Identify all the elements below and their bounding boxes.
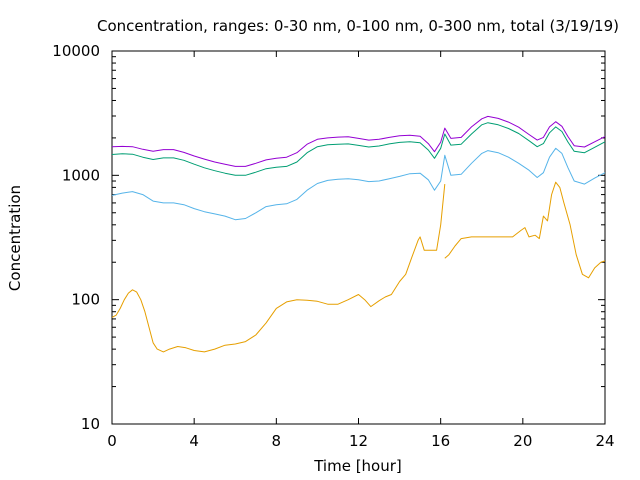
x-tick-label: 24	[595, 432, 614, 450]
y-tick-label: 10	[81, 415, 100, 433]
series-line-1	[111, 181, 606, 353]
y-tick-label: 1000	[62, 166, 100, 184]
plot-area: 0 4 8 12 16 20 24 10 100 1000 10000	[52, 42, 614, 450]
series-line-2	[111, 147, 606, 221]
y-tick-label: 100	[71, 291, 100, 309]
x-tick-label: 16	[431, 432, 450, 450]
series-line-3	[111, 122, 606, 176]
series-line-4	[111, 115, 606, 167]
x-tick-label: 0	[107, 432, 117, 450]
y-tick-label: 10000	[52, 42, 100, 60]
plot-frame	[111, 50, 606, 425]
chart-title: Concentration, ranges: 0-30 nm, 0-100 nm…	[97, 17, 619, 35]
y-axis-label: Concentration	[6, 185, 24, 291]
x-tick-label: 20	[513, 432, 532, 450]
x-tick-label: 12	[349, 432, 368, 450]
x-tick-label: 4	[189, 432, 199, 450]
x-axis-label: Time [hour]	[313, 457, 402, 475]
x-tick-label: 8	[272, 432, 282, 450]
